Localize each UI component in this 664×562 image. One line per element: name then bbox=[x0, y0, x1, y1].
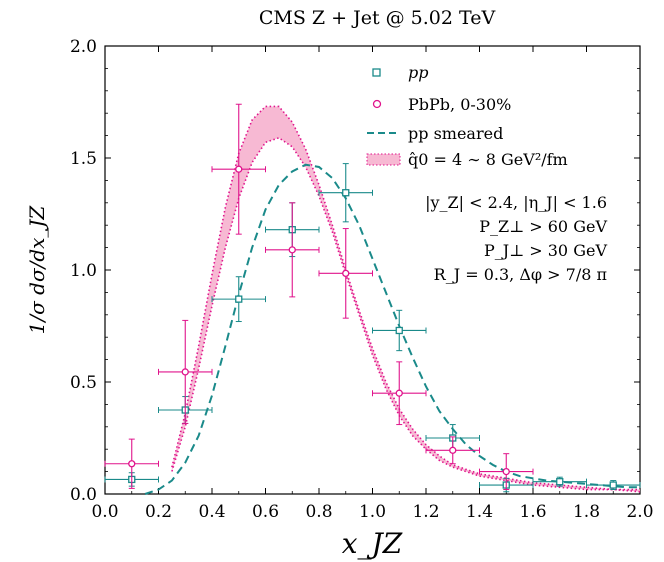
axis-ticks: 0.0 0.2 0.4 0.6 0.8 1.0 1.2 1.4 1.6 1.8 2.0 0.0 0.5 1… bbox=[70, 37, 654, 522]
legend-marker-pp bbox=[372, 68, 381, 77]
x-tick-label: 0.8 bbox=[305, 502, 332, 522]
band-layer bbox=[171, 105, 641, 493]
pp-marker bbox=[235, 295, 243, 303]
pp-data-point bbox=[211, 276, 266, 323]
legend-marker-pbpb bbox=[372, 99, 382, 109]
pp-marker bbox=[342, 189, 350, 197]
pbpb-data-point bbox=[372, 361, 427, 426]
pbpb-data-point bbox=[425, 436, 480, 465]
x-tick-label: 0.0 bbox=[91, 502, 118, 522]
pbpb-marker bbox=[502, 467, 510, 476]
pp-marker bbox=[556, 478, 564, 486]
legend: pp PbPb, 0-30% pp smeared q̂0 = 4 ∼ 8 Ge… bbox=[366, 63, 568, 169]
pbpb-data-point bbox=[318, 228, 373, 319]
annotation-z-pt-cut: P_Z⊥ > 60 GeV bbox=[479, 217, 607, 236]
qhat-band-upper bbox=[171, 105, 640, 491]
pbpb-marker bbox=[181, 368, 189, 376]
x-tick-label: 2.0 bbox=[626, 502, 653, 522]
pbpb-data-point bbox=[158, 319, 213, 424]
x-tick-label: 1.6 bbox=[519, 502, 546, 522]
pbpb-marker bbox=[342, 269, 350, 278]
chart-title: CMS Z + Jet @ 5.02 TeV bbox=[259, 7, 496, 29]
annotation-cone-cut: R_J = 0.3, Δφ > 7/8 π bbox=[434, 265, 607, 284]
legend-marker-band bbox=[366, 153, 401, 166]
pp-data-point bbox=[372, 309, 427, 352]
annotation-jet-pt-cut: P_J⊥ > 30 GeV bbox=[484, 241, 608, 260]
pp-marker bbox=[609, 481, 617, 489]
points-layer bbox=[104, 103, 641, 493]
x-tick-label: 1.0 bbox=[359, 502, 386, 522]
x-tick-label: 0.2 bbox=[145, 502, 172, 522]
y-tick-label: 0.0 bbox=[70, 485, 97, 505]
cuts-annotation: |y_Z| < 2.4, |η_J| < 1.6 P_Z⊥ > 60 GeV P… bbox=[425, 193, 607, 284]
y-tick-label: 1.5 bbox=[70, 149, 97, 169]
y-axis-label: 1/σ dσ/dx_JZ bbox=[25, 205, 49, 335]
legend-label-smeared: pp smeared bbox=[408, 124, 503, 143]
pp-data-point bbox=[318, 163, 373, 223]
pbpb-marker bbox=[235, 165, 243, 173]
pp-marker bbox=[395, 326, 403, 335]
pp-smeared-line bbox=[144, 163, 640, 495]
qhat-band-lower bbox=[171, 136, 641, 493]
annotation-rapidity-cut: |y_Z| < 2.4, |η_J| < 1.6 bbox=[425, 193, 607, 212]
pbpb-marker bbox=[449, 446, 457, 454]
y-tick-label: 0.5 bbox=[70, 373, 97, 393]
pbpb-data-point bbox=[211, 103, 266, 235]
pbpb-marker bbox=[288, 246, 296, 254]
x-tick-label: 1.2 bbox=[412, 502, 439, 522]
legend-label-pp: pp bbox=[408, 63, 428, 82]
x-tick-label: 1.4 bbox=[466, 502, 493, 522]
y-tick-label: 1.0 bbox=[70, 261, 97, 281]
pbpb-data-point bbox=[104, 438, 159, 489]
line-layer bbox=[144, 163, 640, 495]
x-tick-label: 0.6 bbox=[252, 502, 279, 522]
pbpb-marker bbox=[128, 460, 136, 468]
y-tick-label: 2.0 bbox=[70, 37, 97, 57]
x-tick-label: 0.4 bbox=[198, 502, 225, 522]
pbpb-data-point bbox=[265, 202, 320, 298]
pbpb-marker bbox=[395, 389, 403, 397]
plot-area: 0.0 0.2 0.4 0.6 0.8 1.0 1.2 1.4 1.6 1.8 2.0 0.0 0.5 1… bbox=[70, 37, 654, 522]
pp-data-point bbox=[586, 480, 641, 491]
legend-label-pbpb: PbPb, 0-30% bbox=[408, 95, 511, 114]
legend-label-band: q̂0 = 4 ∼ 8 GeV²/fm bbox=[408, 150, 568, 169]
x-axis-label: x_JZ bbox=[342, 527, 403, 560]
pbpb-data-point bbox=[479, 453, 534, 491]
x-tick-label: 1.8 bbox=[573, 502, 600, 522]
